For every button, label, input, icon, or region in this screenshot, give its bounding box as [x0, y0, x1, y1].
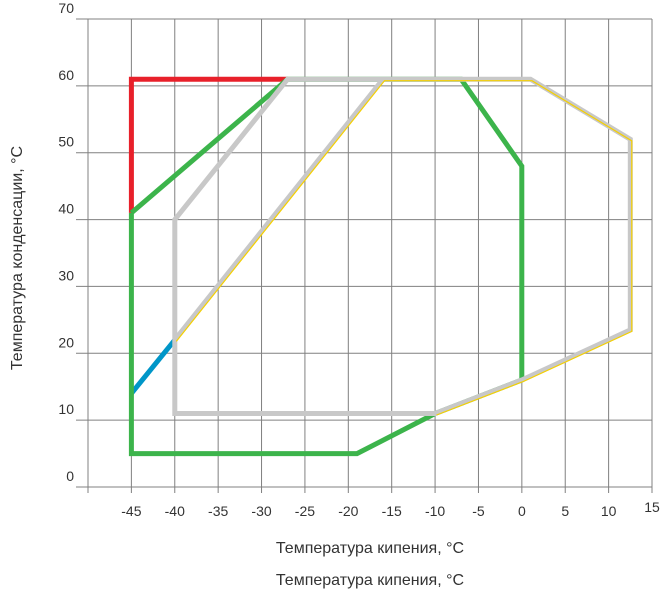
x-tick-label: -30: [251, 503, 271, 519]
series-line-blue: [129, 338, 177, 395]
y-tick-label: 20: [58, 334, 74, 350]
tick-labels: -45 -40 -35 -30 -25 -20 -15 -10 -5 0 5 10 15 0 10 20 30 4…: [58, 0, 660, 519]
grid: [76, 18, 653, 493]
x-axis-label-repeat: Температура кипения, °C: [276, 572, 464, 589]
y-tick-label: 10: [58, 401, 74, 417]
x-tick-label: 10: [601, 503, 617, 519]
series-group: [128, 76, 633, 457]
x-tick-label: -15: [382, 503, 402, 519]
series-line-gray: [172, 76, 633, 416]
y-tick-label: 40: [58, 201, 74, 217]
series-line-yellow-edge: [175, 80, 633, 416]
x-tick-label: -40: [165, 503, 185, 519]
y-axis-label: Температура конденсации, °C: [9, 146, 26, 370]
x-tick-label: 15: [644, 499, 660, 515]
series-line-red: [128, 76, 288, 213]
y-tick-label: 60: [58, 67, 74, 83]
x-tick-label: -25: [295, 503, 315, 519]
x-tick-label: -10: [425, 503, 445, 519]
x-tick-label: -45: [121, 503, 141, 519]
y-tick-label: 0: [66, 468, 74, 484]
y-tick-label: 30: [58, 267, 74, 283]
series-line-green: [128, 76, 525, 457]
x-tick-label: 5: [561, 503, 569, 519]
x-axis-label: Температура кипения, °C: [276, 540, 464, 557]
x-tick-label: 0: [518, 503, 526, 519]
x-tick-label: -20: [338, 503, 358, 519]
x-tick-label: -35: [208, 503, 228, 519]
x-tick-label: -5: [472, 503, 485, 519]
y-tick-label: 70: [58, 0, 74, 16]
y-tick-label: 50: [58, 134, 74, 150]
